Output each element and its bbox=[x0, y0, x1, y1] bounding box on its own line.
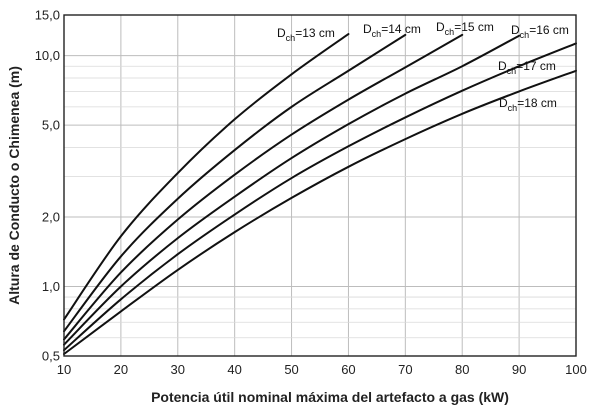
series-labels: Dch=13 cm Dch=14 cm Dch=15 cm Dch=16 cm Dch=… bbox=[277, 20, 569, 113]
series-label-1: Dch=14 cm bbox=[363, 22, 421, 39]
y-axis-title: Altura de Conducto o Chimenea (m) bbox=[6, 66, 22, 305]
series-label-3: Dch=16 cm bbox=[511, 23, 569, 40]
y-tick-label: 1,0 bbox=[42, 279, 60, 294]
x-axis-title: Potencia útil nominal máxima del artefac… bbox=[151, 389, 509, 405]
series-line-1 bbox=[63, 33, 407, 333]
series-label-4: Dch=17 cm bbox=[498, 59, 556, 76]
series-line-4 bbox=[63, 42, 577, 352]
x-tick-label: 100 bbox=[565, 362, 587, 377]
x-tick-label: 10 bbox=[57, 362, 71, 377]
series-line-0 bbox=[63, 33, 350, 321]
x-tick-label: 40 bbox=[227, 362, 241, 377]
series-line-2 bbox=[63, 33, 464, 341]
x-tick-label: 30 bbox=[171, 362, 185, 377]
x-tick-label: 60 bbox=[341, 362, 355, 377]
y-tick-label: 10,0 bbox=[35, 48, 60, 63]
x-tick-label: 20 bbox=[114, 362, 128, 377]
series-label-0: Dch=13 cm bbox=[277, 26, 335, 43]
y-tick-label: 0,5 bbox=[42, 349, 60, 364]
y-tick-label: 15,0 bbox=[35, 8, 60, 23]
series-line-5 bbox=[63, 69, 577, 356]
x-tick-label: 50 bbox=[284, 362, 298, 377]
tick-labels: 10 20 30 40 50 60 70 80 90 100 0,5 1,0 2,0 5,0 10,0 15,… bbox=[35, 8, 587, 378]
y-tick-label: 2,0 bbox=[42, 210, 60, 225]
series-label-2: Dch=15 cm bbox=[436, 20, 494, 37]
x-tick-label: 70 bbox=[398, 362, 412, 377]
series-line-3 bbox=[63, 34, 521, 346]
curves bbox=[63, 33, 577, 356]
series-label-5: Dch=18 cm bbox=[499, 96, 557, 113]
x-tick-label: 90 bbox=[512, 362, 526, 377]
plot-frame bbox=[63, 14, 577, 357]
x-tick-label: 80 bbox=[455, 362, 469, 377]
y-tick-label: 5,0 bbox=[42, 118, 60, 133]
